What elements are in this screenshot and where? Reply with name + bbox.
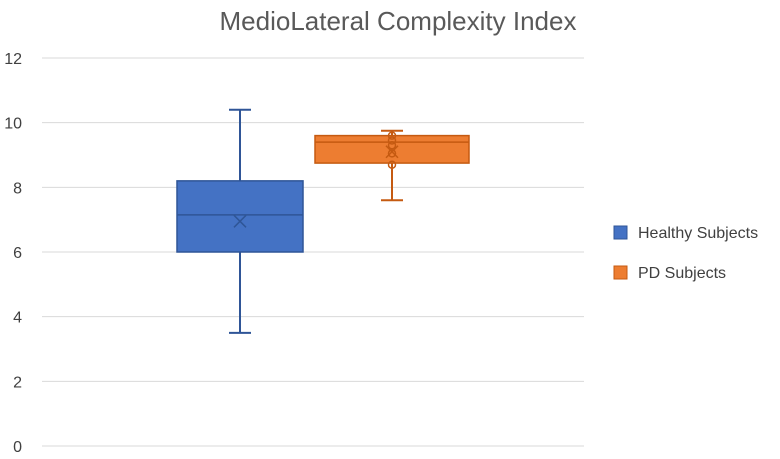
data-point	[387, 149, 397, 158]
box-series	[176, 108, 470, 334]
legend-swatch	[613, 225, 628, 240]
legend: Healthy Subjects PD Subjects	[613, 225, 758, 282]
y-tick-label: 10	[4, 116, 22, 133]
iqr-box	[176, 180, 304, 253]
legend-item: PD Subjects	[613, 265, 726, 282]
legend-label: PD Subjects	[638, 265, 726, 282]
gridlines	[42, 57, 584, 447]
y-tick-label: 2	[13, 374, 22, 391]
legend-swatch	[613, 265, 628, 280]
y-tick-label: 12	[4, 51, 22, 68]
box-pd-subjects	[314, 129, 470, 202]
data-point	[387, 160, 397, 169]
mean-marker	[233, 214, 247, 228]
legend-label: Healthy Subjects	[638, 225, 758, 242]
y-tick-label: 4	[13, 310, 22, 327]
y-tick-label: 8	[13, 180, 22, 197]
chart-title: MedioLateral Complexity Index	[220, 6, 577, 36]
y-tick-label: 0	[13, 439, 22, 456]
data-point	[387, 136, 397, 145]
legend-item: Healthy Subjects	[613, 225, 758, 242]
mean-marker-stroke	[233, 214, 247, 228]
mean-marker-stroke	[385, 145, 399, 159]
mean-marker	[385, 145, 399, 159]
data-point	[387, 141, 397, 150]
y-axis-tick-labels: 0 2 4 6 8 10 12	[4, 51, 22, 456]
y-tick-label: 6	[13, 245, 22, 262]
data-point	[387, 131, 397, 140]
box-healthy-subjects	[176, 108, 304, 334]
